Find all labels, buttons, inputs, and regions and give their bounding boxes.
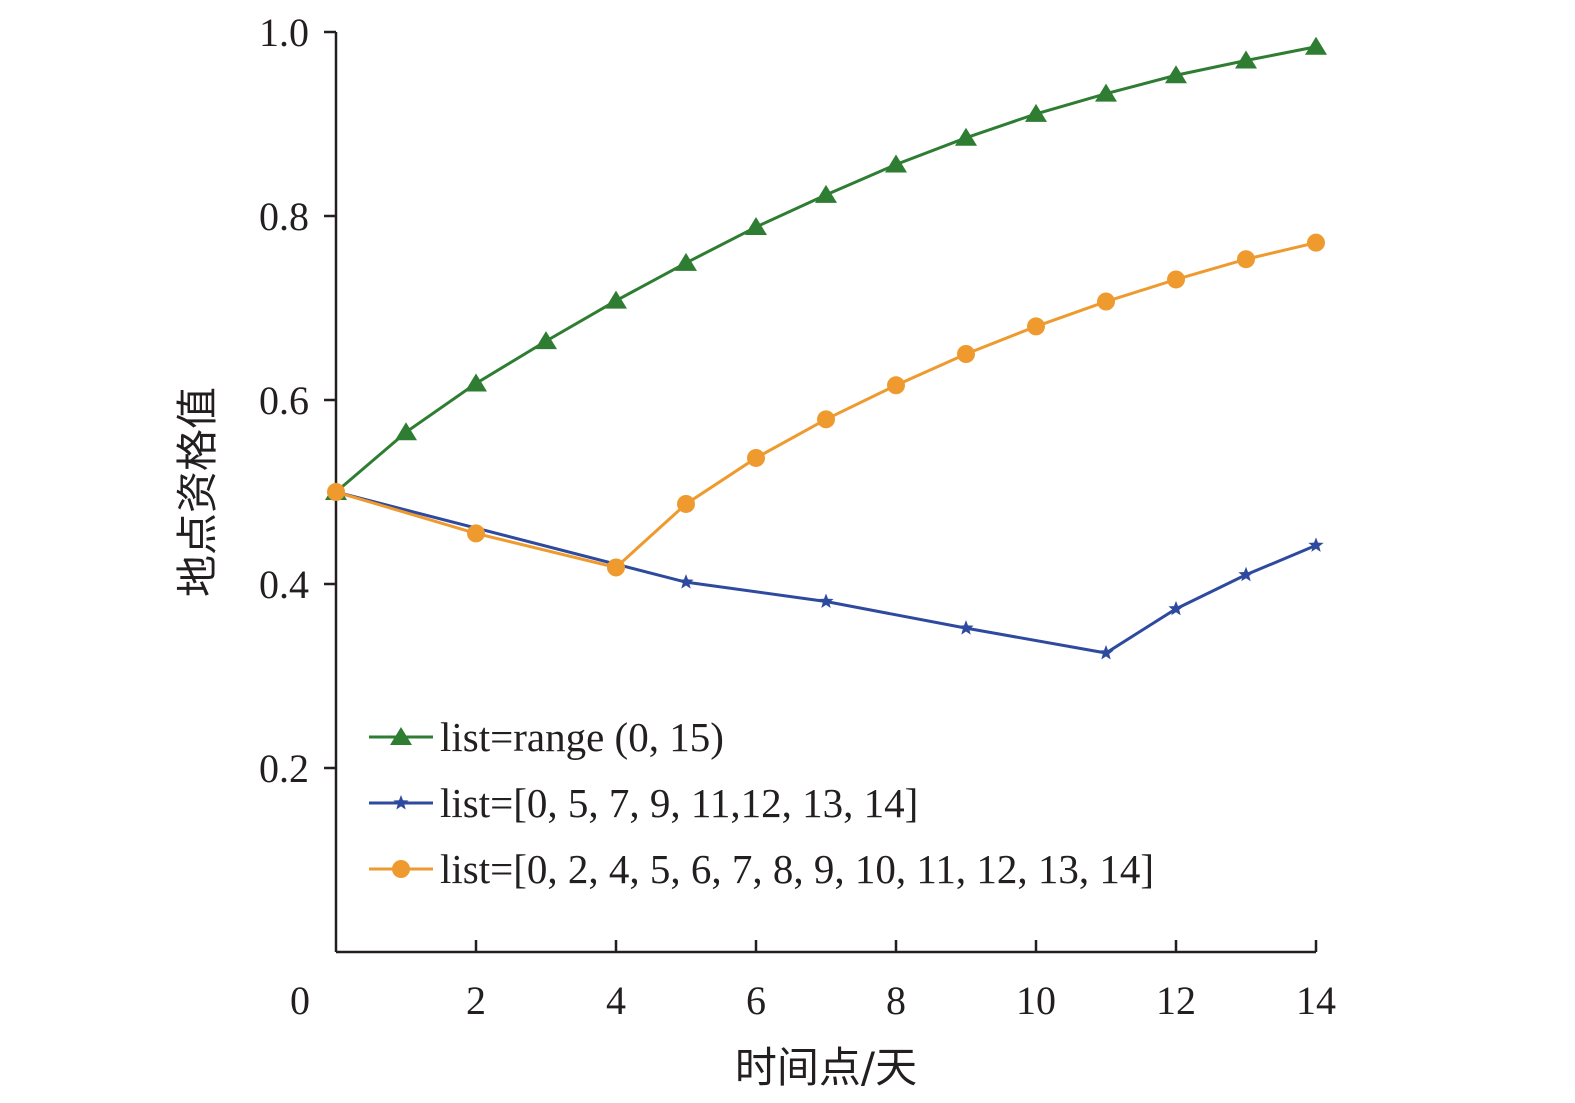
legend-label: list=[0, 5, 7, 9, 11,12, 13, 14] bbox=[440, 780, 918, 826]
data-point bbox=[887, 376, 905, 395]
data-point bbox=[677, 494, 695, 513]
x-tick-label: 0 bbox=[290, 978, 310, 1023]
x-tick-label: 4 bbox=[606, 978, 626, 1023]
series-layer bbox=[325, 36, 1327, 660]
data-point bbox=[467, 524, 485, 543]
data-point bbox=[675, 252, 697, 271]
data-point bbox=[1307, 233, 1325, 252]
data-point bbox=[818, 593, 834, 608]
x-tick-label: 6 bbox=[746, 978, 766, 1023]
data-point bbox=[957, 345, 975, 363]
series-line bbox=[335, 241, 1317, 570]
data-point bbox=[607, 558, 625, 577]
data-point bbox=[1098, 645, 1114, 660]
series-line bbox=[335, 490, 1317, 655]
data-point bbox=[678, 574, 694, 589]
legend-marker bbox=[393, 795, 409, 810]
data-point bbox=[747, 448, 765, 467]
data-point bbox=[605, 290, 627, 309]
data-point bbox=[955, 127, 977, 146]
data-point bbox=[395, 422, 417, 441]
legend: list=range (0, 15) list=[0, 5, 7, 9, 11,1… bbox=[369, 714, 1154, 892]
data-point bbox=[535, 331, 557, 350]
legend-marker bbox=[392, 860, 410, 878]
legend-item: list=[0, 5, 7, 9, 11,12, 13, 14] bbox=[369, 780, 918, 826]
x-tick-label: 10 bbox=[1016, 978, 1056, 1023]
data-point bbox=[1095, 83, 1117, 102]
legend-label: list=range (0, 15) bbox=[440, 714, 724, 760]
y-tick-label: 0.6 bbox=[259, 378, 309, 423]
series-2 bbox=[327, 233, 1325, 577]
data-point bbox=[885, 154, 907, 173]
data-point bbox=[465, 373, 487, 392]
data-point bbox=[1237, 250, 1255, 269]
x-tick-label: 14 bbox=[1296, 978, 1336, 1023]
legend-item: list=[0, 2, 4, 5, 6, 7, 8, 9, 10, 11, 12… bbox=[369, 846, 1154, 892]
x-tick-label: 12 bbox=[1156, 978, 1196, 1023]
y-ticks: 0.2 0.4 0.6 0.8 1.0 bbox=[259, 10, 336, 791]
y-tick-label: 1.0 bbox=[259, 10, 309, 55]
data-point bbox=[1308, 537, 1324, 552]
x-tick-label: 2 bbox=[466, 978, 486, 1023]
legend-marker bbox=[390, 727, 412, 745]
data-point bbox=[1027, 317, 1045, 336]
y-tick-label: 0.8 bbox=[259, 194, 309, 239]
x-ticks: 0 2 4 6 8 10 12 14 bbox=[290, 940, 1336, 1023]
data-point bbox=[1025, 103, 1047, 122]
data-point bbox=[1305, 36, 1327, 55]
x-axis-title: 时间点/天 bbox=[735, 1043, 917, 1092]
data-point bbox=[958, 620, 974, 635]
data-point bbox=[1238, 566, 1254, 582]
x-tick-label: 8 bbox=[886, 978, 906, 1023]
data-point bbox=[1168, 600, 1184, 616]
data-point bbox=[1235, 50, 1257, 69]
y-axis-title: 地点资格值 bbox=[173, 387, 222, 597]
series-0 bbox=[325, 36, 1327, 500]
y-tick-label: 0.2 bbox=[259, 746, 309, 791]
legend-label: list=[0, 2, 4, 5, 6, 7, 8, 9, 10, 11, 12… bbox=[440, 846, 1154, 892]
series-1 bbox=[328, 484, 1324, 660]
data-point bbox=[1165, 65, 1187, 84]
data-point bbox=[1167, 270, 1185, 289]
data-point bbox=[815, 184, 837, 203]
data-point bbox=[817, 410, 835, 429]
legend-item: list=range (0, 15) bbox=[369, 714, 724, 760]
data-point bbox=[1097, 292, 1115, 311]
y-tick-label: 0.4 bbox=[259, 562, 309, 607]
data-point bbox=[327, 483, 345, 501]
data-point bbox=[745, 217, 767, 236]
